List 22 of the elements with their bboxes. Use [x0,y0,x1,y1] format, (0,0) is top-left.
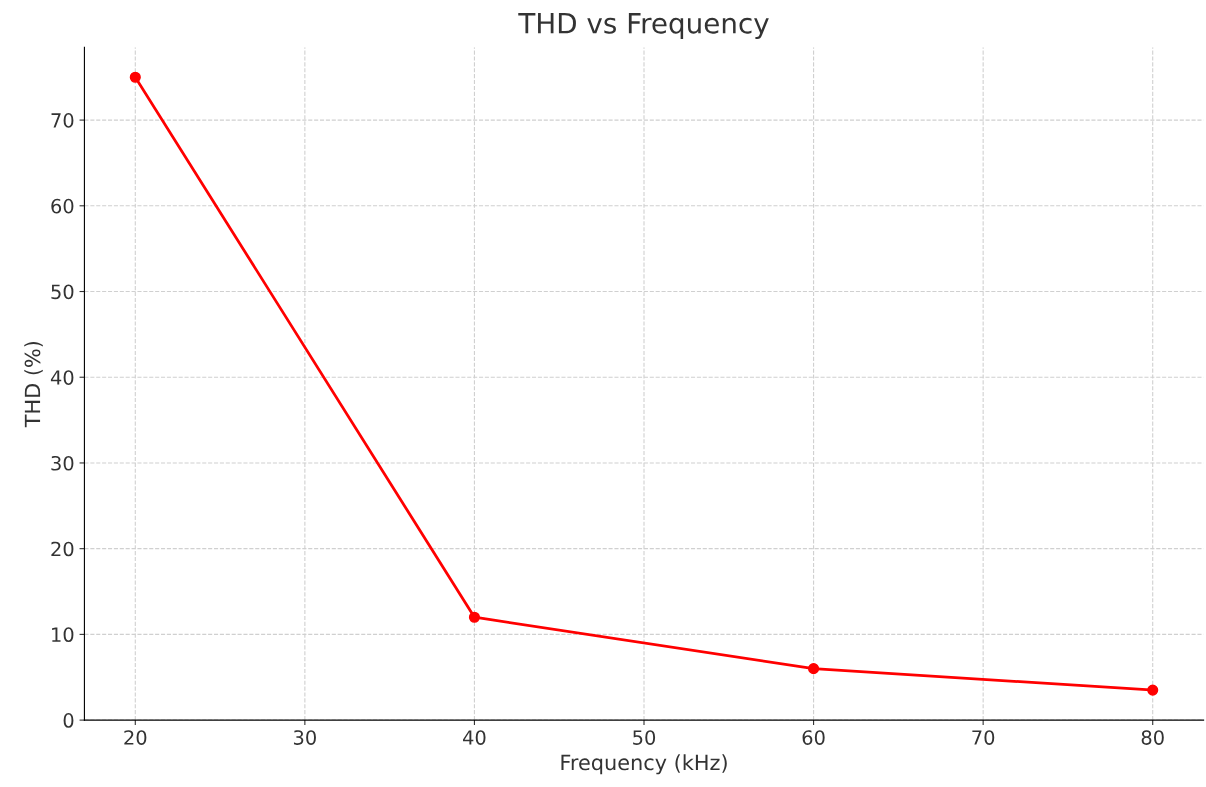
x-tick-label: 30 [293,730,316,745]
y-tick-label: 70 [51,113,74,128]
x-tick-label: 80 [1141,730,1164,745]
point [129,71,141,83]
x-tick-label: 40 [463,730,486,745]
y-tick-label: 50 [51,284,74,300]
x-tick-label: 20 [124,730,147,745]
x-axis-title: Frequency (kHz) [561,754,727,775]
y-tick-label: 30 [51,455,74,471]
point [808,663,820,675]
y-tick-label: 20 [51,541,74,557]
y-tick-label: 0 [63,713,74,728]
y-axis-title: THD (%) [24,341,43,428]
x-tick-label: 60 [802,730,825,745]
point [468,611,480,623]
point [1147,684,1159,696]
y-tick-label: 40 [50,370,74,385]
y-tick-label: 60 [51,198,74,214]
x-tick-label: 50 [633,730,656,745]
y-tick-label: 10 [52,627,74,643]
x-tick-label: 70 [972,730,995,745]
chart-title: THD vs Frequency [518,13,769,40]
